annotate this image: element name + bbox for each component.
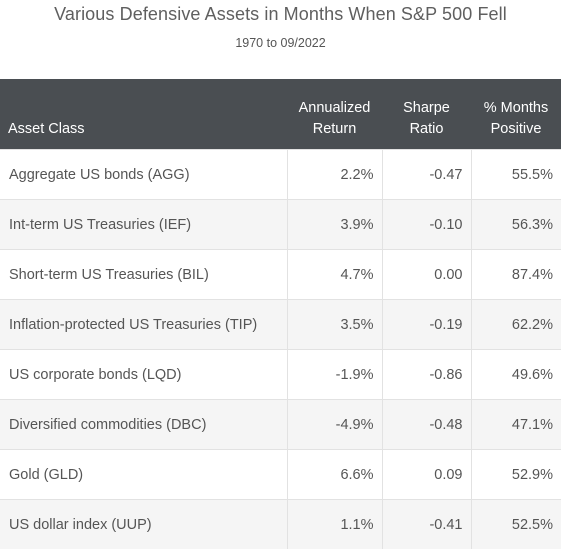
asset-class-cell: Int-term US Treasuries (IEF) xyxy=(0,200,287,250)
header-row: Asset Class Annualized Return Sharpe Rat… xyxy=(0,79,561,150)
annualized-return-cell: -4.9% xyxy=(287,400,382,450)
sharpe-ratio-cell: 0.00 xyxy=(382,250,471,300)
annualized-return-cell: 3.5% xyxy=(287,300,382,350)
asset-class-cell: Gold (GLD) xyxy=(0,450,287,500)
annualized-return-cell: -1.9% xyxy=(287,350,382,400)
sharpe-ratio-cell: -0.10 xyxy=(382,200,471,250)
table-row: Int-term US Treasuries (IEF) 3.9% -0.10 … xyxy=(0,200,561,250)
header-annualized-return: Annualized Return xyxy=(287,79,382,150)
months-positive-cell: 62.2% xyxy=(471,300,561,350)
annualized-return-cell: 1.1% xyxy=(287,500,382,549)
asset-class-cell: US corporate bonds (LQD) xyxy=(0,350,287,400)
header-sharpe-ratio-line1: Sharpe xyxy=(403,100,450,116)
sharpe-ratio-cell: -0.41 xyxy=(382,500,471,549)
annualized-return-cell: 3.9% xyxy=(287,200,382,250)
header-months-positive-line2: Positive xyxy=(491,121,542,137)
annualized-return-cell: 6.6% xyxy=(287,450,382,500)
sharpe-ratio-cell: -0.47 xyxy=(382,150,471,200)
months-positive-cell: 87.4% xyxy=(471,250,561,300)
header-months-positive-line1: % Months xyxy=(484,100,548,116)
table-row: Gold (GLD) 6.6% 0.09 52.9% xyxy=(0,450,561,500)
annualized-return-cell: 2.2% xyxy=(287,150,382,200)
header-months-positive: % Months Positive xyxy=(471,79,561,150)
table-row: Short-term US Treasuries (BIL) 4.7% 0.00… xyxy=(0,250,561,300)
table-row: US dollar index (UUP) 1.1% -0.41 52.5% xyxy=(0,500,561,549)
chart-title: Various Defensive Assets in Months When … xyxy=(0,4,561,25)
sharpe-ratio-cell: 0.09 xyxy=(382,450,471,500)
header-asset-class: Asset Class xyxy=(0,79,287,150)
table-row: Inflation-protected US Treasuries (TIP) … xyxy=(0,300,561,350)
table-row: Aggregate US bonds (AGG) 2.2% -0.47 55.5… xyxy=(0,150,561,200)
table-row: Diversified commodities (DBC) -4.9% -0.4… xyxy=(0,400,561,450)
header-annualized-return-line1: Annualized xyxy=(299,100,371,116)
asset-class-cell: US dollar index (UUP) xyxy=(0,500,287,549)
header-sharpe-ratio: Sharpe Ratio xyxy=(382,79,471,150)
chart-subtitle: 1970 to 09/2022 xyxy=(0,36,561,50)
months-positive-cell: 52.5% xyxy=(471,500,561,549)
months-positive-cell: 47.1% xyxy=(471,400,561,450)
header-sharpe-ratio-line2: Ratio xyxy=(410,121,444,137)
sharpe-ratio-cell: -0.86 xyxy=(382,350,471,400)
months-positive-cell: 55.5% xyxy=(471,150,561,200)
asset-class-cell: Aggregate US bonds (AGG) xyxy=(0,150,287,200)
annualized-return-cell: 4.7% xyxy=(287,250,382,300)
table-body: Aggregate US bonds (AGG) 2.2% -0.47 55.5… xyxy=(0,150,561,549)
sharpe-ratio-cell: -0.48 xyxy=(382,400,471,450)
header-annualized-return-line2: Return xyxy=(313,121,357,137)
sharpe-ratio-cell: -0.19 xyxy=(382,300,471,350)
months-positive-cell: 56.3% xyxy=(471,200,561,250)
header-asset-class-line2: Asset Class xyxy=(8,121,85,137)
table-row: US corporate bonds (LQD) -1.9% -0.86 49.… xyxy=(0,350,561,400)
defensive-assets-table: Asset Class Annualized Return Sharpe Rat… xyxy=(0,79,561,549)
months-positive-cell: 52.9% xyxy=(471,450,561,500)
asset-class-cell: Short-term US Treasuries (BIL) xyxy=(0,250,287,300)
asset-class-cell: Diversified commodities (DBC) xyxy=(0,400,287,450)
months-positive-cell: 49.6% xyxy=(471,350,561,400)
table-header: Asset Class Annualized Return Sharpe Rat… xyxy=(0,79,561,150)
asset-class-cell: Inflation-protected US Treasuries (TIP) xyxy=(0,300,287,350)
